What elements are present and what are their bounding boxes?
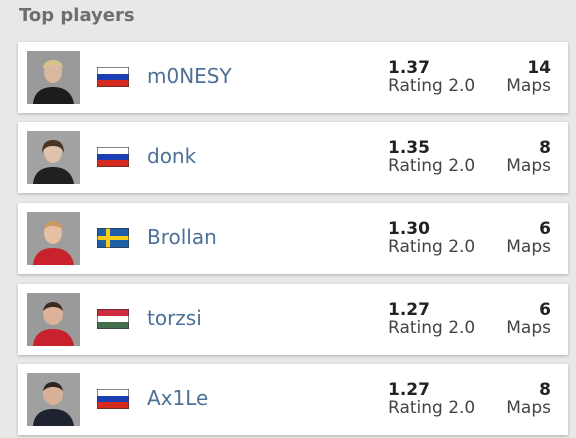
- maps: 6 Maps: [506, 220, 551, 256]
- rating-value: 1.27: [388, 380, 430, 400]
- maps: 8 Maps: [506, 381, 551, 417]
- player-name[interactable]: donk: [147, 144, 197, 168]
- rating-value: 1.27: [388, 300, 430, 320]
- flag: [97, 147, 129, 167]
- maps-value: 6: [539, 219, 551, 239]
- player-card[interactable]: m0NESY 1.37 Rating 2.0 14 Maps: [18, 42, 568, 113]
- flag: [97, 67, 129, 87]
- player-name[interactable]: m0NESY: [147, 64, 232, 88]
- rating-value: 1.30: [388, 219, 430, 239]
- rating-value: 1.35: [388, 138, 430, 158]
- rating-value: 1.37: [388, 58, 430, 78]
- rating-label: Rating 2.0: [388, 237, 476, 257]
- player-name[interactable]: Brollan: [147, 225, 217, 249]
- rating-label: Rating 2.0: [388, 318, 476, 338]
- rating: 1.35 Rating 2.0: [388, 139, 475, 175]
- maps: 14 Maps: [506, 59, 551, 95]
- maps-label: Maps: [506, 156, 551, 176]
- rating: 1.37 Rating 2.0: [388, 59, 475, 95]
- rating: 1.27 Rating 2.0: [388, 381, 475, 417]
- avatar: [27, 212, 80, 265]
- maps-value: 8: [539, 138, 551, 158]
- player-card[interactable]: donk 1.35 Rating 2.0 8 Maps: [18, 122, 568, 193]
- rating-label: Rating 2.0: [388, 76, 476, 96]
- player-card[interactable]: Brollan 1.30 Rating 2.0 6 Maps: [18, 203, 568, 274]
- maps-label: Maps: [506, 318, 551, 338]
- section-title: Top players: [19, 5, 135, 26]
- player-name[interactable]: Ax1Le: [147, 386, 209, 410]
- maps: 6 Maps: [506, 301, 551, 337]
- player-card[interactable]: Ax1Le 1.27 Rating 2.0 8 Maps: [18, 364, 568, 435]
- maps-value: 6: [539, 300, 551, 320]
- flag: [97, 309, 129, 329]
- flag: [97, 389, 129, 409]
- maps-label: Maps: [506, 398, 551, 418]
- avatar: [27, 373, 80, 426]
- flag: [97, 228, 129, 248]
- avatar: [27, 293, 80, 346]
- maps-label: Maps: [506, 237, 551, 257]
- rating: 1.27 Rating 2.0: [388, 301, 475, 337]
- maps-value: 14: [527, 58, 551, 78]
- player-card[interactable]: torzsi 1.27 Rating 2.0 6 Maps: [18, 284, 568, 355]
- avatar: [27, 51, 80, 104]
- avatar: [27, 131, 80, 184]
- maps: 8 Maps: [506, 139, 551, 175]
- player-name[interactable]: torzsi: [147, 306, 202, 330]
- maps-label: Maps: [506, 76, 551, 96]
- rating-label: Rating 2.0: [388, 398, 476, 418]
- rating: 1.30 Rating 2.0: [388, 220, 475, 256]
- maps-value: 8: [539, 380, 551, 400]
- rating-label: Rating 2.0: [388, 156, 476, 176]
